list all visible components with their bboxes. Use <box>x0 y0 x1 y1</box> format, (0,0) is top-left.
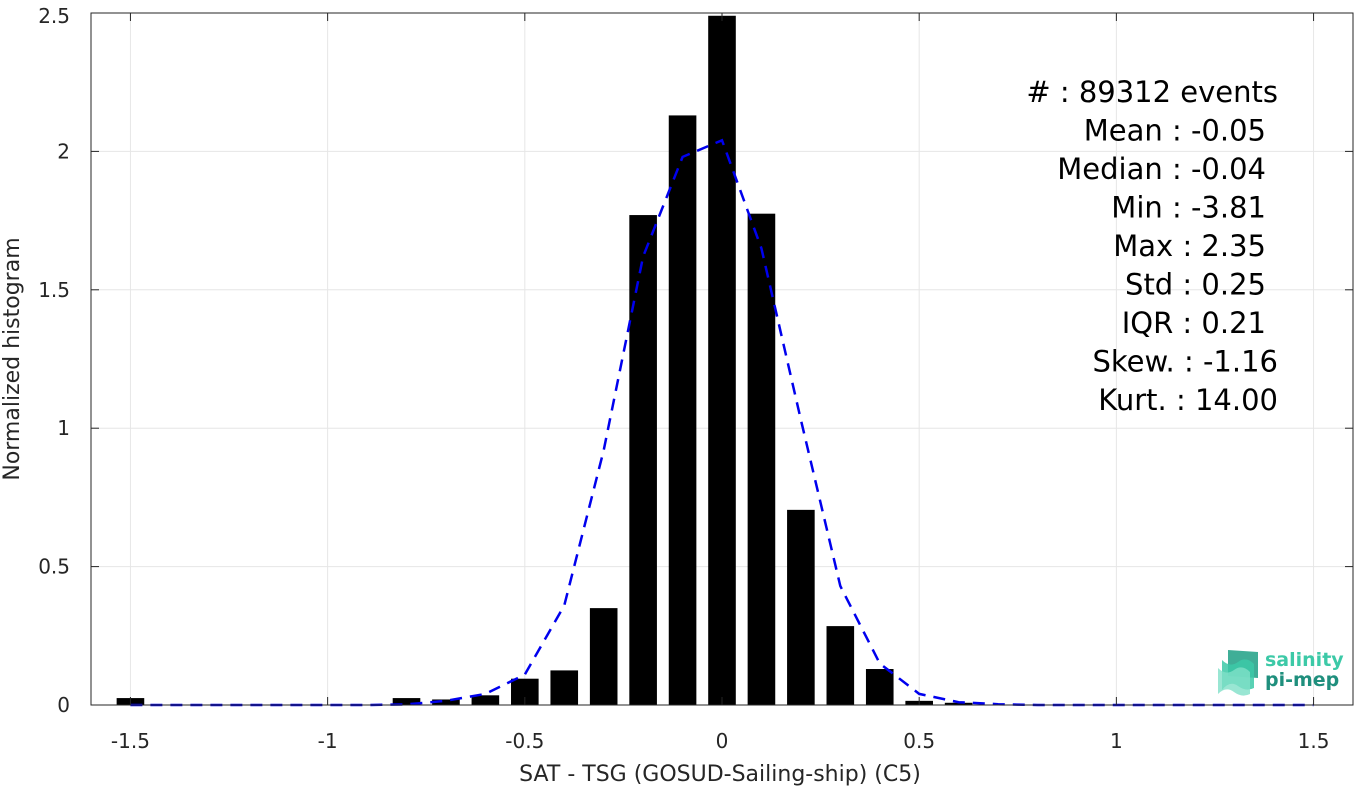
histogram-bar <box>471 695 500 705</box>
x-tick-label: 1.5 <box>1298 729 1330 753</box>
stats-line: Max : 2.35 <box>1113 229 1266 263</box>
histogram-bar <box>865 669 894 705</box>
x-tick-label: -0.5 <box>505 729 544 753</box>
histogram-bar <box>944 702 973 705</box>
histogram-bar <box>432 699 460 705</box>
salinity-pi-mep-logo: salinity pi-mep <box>1218 649 1344 696</box>
y-tick-labels: 0 0.5 1 1.5 2 2.5 <box>38 4 70 717</box>
histogram-bar <box>589 608 618 705</box>
wave-icon <box>1218 650 1258 696</box>
stats-annotation: # : 89312 events Mean : -0.05 Median : -0.… <box>1026 75 1278 417</box>
stats-line: # : 89312 events <box>1026 75 1278 109</box>
stats-line: Std : 0.25 <box>1125 268 1266 302</box>
histogram-bar <box>787 509 815 705</box>
x-axis-label: SAT - TSG (GOSUD-Sailing-ship) (C5) <box>519 762 921 787</box>
y-tick-label: 1.5 <box>38 278 70 302</box>
y-tick-label: 0.5 <box>38 555 70 579</box>
histogram-bar <box>550 670 579 705</box>
logo-text-salinity: salinity <box>1265 649 1344 671</box>
stats-line: Median : -0.04 <box>1057 152 1266 186</box>
histogram-bars <box>116 15 973 705</box>
y-tick-label: 2.5 <box>38 4 70 28</box>
histogram-bar <box>668 115 697 705</box>
stats-line: Kurt. : 14.00 <box>1098 383 1278 417</box>
histogram-bar <box>392 698 421 705</box>
y-tick-label: 2 <box>57 139 70 163</box>
histogram-bar <box>629 215 657 705</box>
stats-line: Min : -3.81 <box>1111 191 1266 225</box>
x-tick-labels: -1.5 -1 -0.5 0 0.5 1 1.5 <box>111 729 1330 753</box>
x-tick-label: -1 <box>318 729 338 753</box>
logo-text-pi-mep: pi-mep <box>1265 669 1339 691</box>
histogram-bar <box>708 15 736 705</box>
stats-line: IQR : 0.21 <box>1122 306 1266 340</box>
histogram-bar <box>747 213 776 705</box>
x-tick-label: 1 <box>1110 729 1123 753</box>
x-tick-label: 0.5 <box>903 729 935 753</box>
y-axis-label: Normalized histogram <box>0 237 25 480</box>
axis-ticks <box>91 12 1353 706</box>
stats-line: Mean : -0.05 <box>1084 114 1266 148</box>
x-tick-label: 0 <box>716 729 729 753</box>
x-tick-label: -1.5 <box>111 729 150 753</box>
y-tick-label: 0 <box>57 693 70 717</box>
y-tick-label: 1 <box>57 416 70 440</box>
stats-line: Skew. : -1.16 <box>1092 345 1278 379</box>
histogram-bar <box>826 626 855 705</box>
